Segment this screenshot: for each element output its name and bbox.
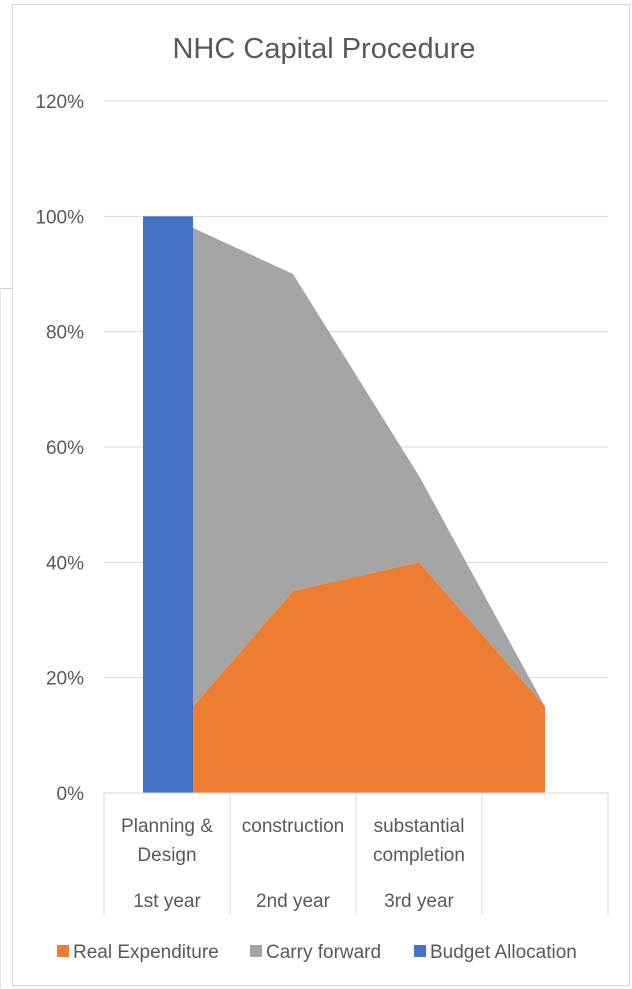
- bar-budget-allocation: [143, 216, 193, 794]
- legend-swatch: [250, 945, 262, 957]
- x-category-label: Design: [137, 845, 196, 866]
- legend-label: Carry forward: [266, 942, 381, 963]
- x-category-label: Planning &: [121, 816, 213, 837]
- x-category-label: substantial: [374, 816, 465, 837]
- x-year-label: 2nd year: [256, 891, 331, 912]
- y-tick-label: 120%: [35, 92, 84, 113]
- legend-label: Real Expenditure: [73, 942, 219, 963]
- y-tick-label: 80%: [46, 323, 84, 344]
- area-real-expenditure: [193, 562, 545, 793]
- plot-series: [143, 216, 545, 794]
- y-tick-label: 20%: [46, 669, 84, 690]
- legend-swatch: [414, 945, 426, 957]
- background-window-edge-vertical: [0, 288, 1, 988]
- background-window-edge: [0, 288, 12, 289]
- x-year-label: 3rd year: [384, 891, 454, 912]
- legend-swatch: [57, 945, 69, 957]
- legend-label: Budget Allocation: [430, 942, 577, 963]
- area-carry-forward: [193, 227, 545, 707]
- y-tick-label: 40%: [46, 553, 84, 574]
- y-tick-label: 60%: [46, 438, 84, 459]
- x-year-label: 1st year: [133, 891, 201, 912]
- x-category-label: completion: [373, 845, 465, 866]
- y-tick-label: 100%: [35, 207, 84, 228]
- chart-title: NHC Capital Procedure: [172, 33, 475, 65]
- legend: Real Expenditure Carry forward Budget Allo…: [57, 942, 577, 963]
- axes: 0% 20% 40% 60% 80% 100% 120% Planning & Design 1s…: [35, 92, 609, 915]
- x-category-label: construction: [242, 816, 344, 837]
- y-tick-label: 0%: [57, 784, 85, 805]
